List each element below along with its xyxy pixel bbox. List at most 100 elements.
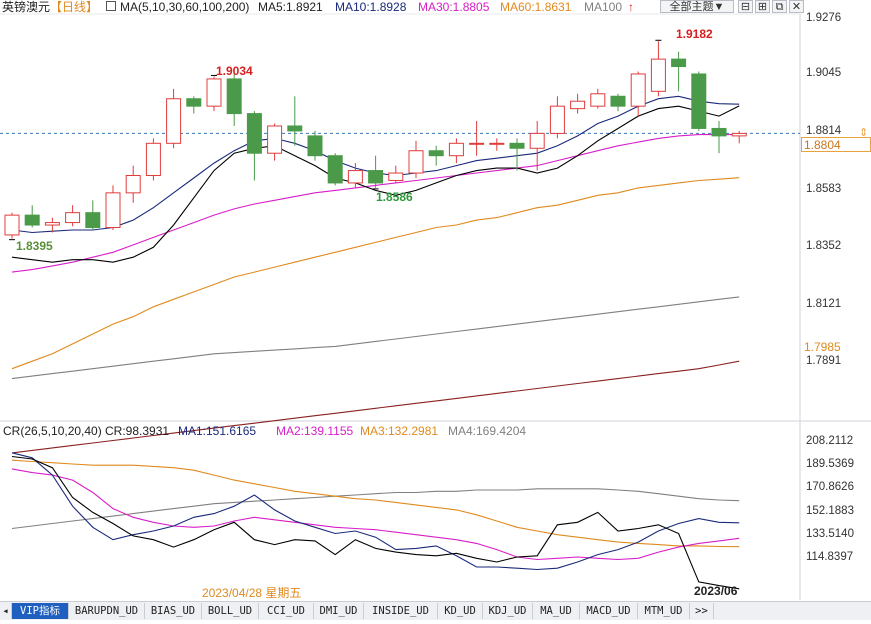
close-icon[interactable]: ✕ <box>789 0 804 13</box>
candle-body <box>327 155 343 184</box>
tab-boll[interactable]: BOLL_UD <box>202 603 259 619</box>
collapse-icon[interactable]: ⊟ <box>738 0 753 13</box>
candle-body <box>125 175 141 194</box>
candle-body <box>4 214 20 236</box>
candle-body <box>347 170 363 184</box>
chart-canvas[interactable] <box>0 0 871 600</box>
candle-body <box>549 105 565 134</box>
tab-kd[interactable]: KD_UD <box>438 603 483 619</box>
candle-body <box>509 142 525 149</box>
price-tick: 1.8352 <box>806 240 842 252</box>
tab-ma[interactable]: MA_UD <box>533 603 580 619</box>
tab-bias[interactable]: BIAS_UD <box>145 603 202 619</box>
low-annotation: 1.8395 <box>16 239 53 253</box>
tab-cci[interactable]: CCI_UD <box>259 603 314 619</box>
candle-body <box>630 73 646 107</box>
candle-body <box>368 170 384 184</box>
candle-body <box>85 212 101 229</box>
ma100-up-arrow-icon: ↑ <box>628 0 634 14</box>
candle-body <box>711 127 727 137</box>
restore-icon[interactable]: ⧉ <box>772 0 787 13</box>
candle-body <box>428 150 444 157</box>
ma5-line <box>11 105 740 263</box>
ma5-value: MA5:1.8921 <box>258 0 323 14</box>
candle-body <box>186 98 202 107</box>
price-tick: 1.8121 <box>806 298 842 310</box>
ma60-value: MA60:1.8631 <box>500 0 572 14</box>
tab-scroll-left-icon[interactable]: ◂ <box>0 603 12 619</box>
candle-body <box>206 78 222 107</box>
candle-body <box>65 212 81 224</box>
ma30-value: MA30:1.8805 <box>418 0 490 14</box>
candle-body <box>24 214 40 226</box>
candle-body <box>448 142 464 157</box>
candle-body <box>590 93 606 107</box>
candle-body <box>529 132 545 149</box>
candle-body <box>267 125 283 154</box>
candle-body <box>671 58 687 68</box>
cr-ma2-value: MA2:139.1155 <box>276 424 354 438</box>
candle-body <box>105 192 121 229</box>
cr-axis-tick: 170.8626 <box>806 481 854 493</box>
candle-body <box>44 222 60 226</box>
candle-body <box>287 125 303 132</box>
tab-barupdn[interactable]: BARUPDN_UD <box>69 603 145 619</box>
cr-axis-tick: 189.5369 <box>806 458 854 470</box>
candle-body <box>145 142 161 177</box>
candle-body <box>691 73 707 129</box>
ma-name: MA(5,10,30,60,100,200) <box>120 0 250 14</box>
expand-icon[interactable]: ⊞ <box>755 0 770 13</box>
cr-ma3-line <box>11 459 740 548</box>
price-tick: 1.7891 <box>806 355 842 367</box>
candle-body <box>166 98 182 144</box>
cr-axis-tick: 133.5140 <box>806 528 854 540</box>
tab-dmi[interactable]: DMI_UD <box>314 603 364 619</box>
price-tick: 1.8583 <box>806 183 842 195</box>
month-label: 2023/06 <box>694 584 738 598</box>
cr-line <box>11 455 740 590</box>
ma100-value: MA100 <box>584 0 623 14</box>
cr-ma1-value: MA1:151.6165 <box>178 424 257 438</box>
tab-mtm[interactable]: MTM_UD <box>638 603 690 619</box>
cr-axis-tick: 152.1883 <box>806 505 854 517</box>
cr-ma3-value: MA3:132.2981 <box>360 424 439 438</box>
hover-date: 2023/04/28 星期五 <box>202 586 302 600</box>
price-tick: 1.9045 <box>806 67 842 79</box>
symbol-name: 英镑澳元 <box>2 0 51 14</box>
candle-body <box>246 113 262 154</box>
tab-inside[interactable]: INSIDE_UD <box>364 603 438 619</box>
tab-macd[interactable]: MACD_UD <box>580 603 638 619</box>
ma-settings-icon[interactable] <box>106 1 116 11</box>
high-annotation: 1.9182 <box>676 27 713 41</box>
tab-kdj[interactable]: KDJ_UD <box>483 603 533 619</box>
period-label[interactable]: 【日线】 <box>50 0 99 14</box>
ma10-value: MA10:1.8928 <box>335 0 407 14</box>
candle-body <box>408 150 424 174</box>
tab-vip[interactable]: VIP指标 <box>12 603 69 619</box>
ma200-line <box>11 360 740 454</box>
ma100-line <box>11 296 740 380</box>
ma60-line <box>11 177 740 370</box>
candle-body <box>731 132 747 137</box>
low-annotation: 1.8586 <box>376 190 413 204</box>
current-price-label: 1.8804 <box>801 137 871 152</box>
ma200-price-label: 1.7985 <box>804 340 841 354</box>
high-annotation: 1.9034 <box>216 64 253 78</box>
cr-ma4-value: MA4:169.4204 <box>448 424 527 438</box>
theme-select[interactable]: 全部主题▼ <box>660 0 734 13</box>
candle-body <box>226 78 242 115</box>
candle-body <box>489 142 505 145</box>
candle-body <box>388 172 404 181</box>
candle-body <box>650 58 666 92</box>
candle-body <box>307 135 323 157</box>
candle-body <box>570 100 586 110</box>
indicator-tab-bar: ◂ VIP指标 BARUPDN_UD BIAS_UD BOLL_UD CCI_U… <box>0 601 871 620</box>
indicator-name[interactable]: CR(26,5,10,20,40) <box>3 424 102 438</box>
tab-more[interactable]: >> <box>690 603 714 619</box>
price-tick: 1.8814 <box>806 125 842 137</box>
cr-ma1-line <box>11 452 740 571</box>
price-marker-icon: ⇕ <box>859 127 869 139</box>
cr-value: CR:98.3931 <box>105 424 170 438</box>
price-tick: 1.9276 <box>806 12 842 24</box>
candle-body <box>469 142 485 145</box>
